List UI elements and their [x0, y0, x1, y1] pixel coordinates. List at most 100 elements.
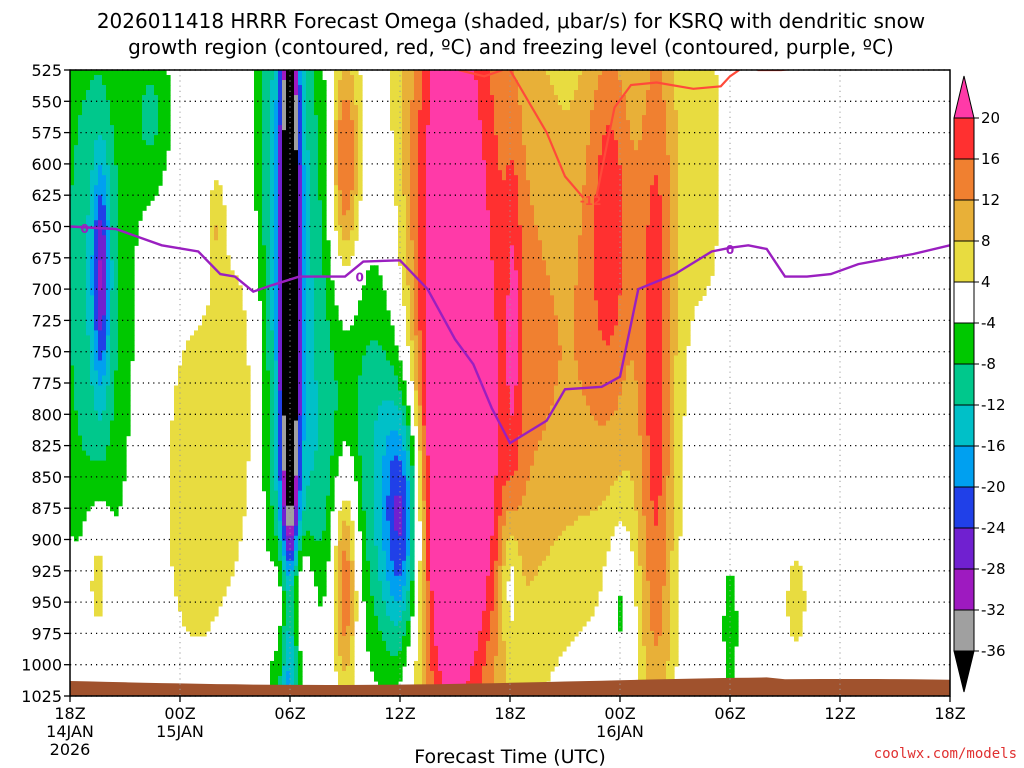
omega-cell: [242, 400, 247, 407]
omega-cell: [214, 340, 219, 347]
omega-cell: [322, 215, 327, 221]
omega-cell: [134, 115, 139, 121]
omega-cell: [266, 110, 271, 116]
omega-cell: [294, 435, 299, 442]
omega-cell: [174, 450, 179, 457]
omega-cell: [174, 480, 179, 487]
omega-cell: [226, 370, 231, 377]
omega-cell: [278, 170, 283, 176]
omega-cell: [342, 545, 347, 552]
omega-cell: [306, 315, 311, 321]
omega-cell: [218, 375, 223, 382]
omega-cell: [186, 460, 191, 467]
omega-cell: [222, 300, 227, 306]
omega-cell: [310, 380, 315, 387]
omega-cell: [338, 160, 343, 166]
omega-cell: [86, 230, 91, 236]
omega-cell: [150, 175, 155, 181]
omega-cell: [262, 235, 267, 241]
omega-cell: [338, 345, 343, 352]
omega-cell: [214, 500, 219, 507]
omega-cell: [302, 230, 307, 236]
omega-cell: [242, 510, 247, 517]
omega-cell: [106, 220, 111, 226]
omega-cell: [322, 255, 327, 261]
omega-cell: [230, 475, 235, 482]
omega-cell: [258, 155, 263, 161]
omega-cell: [282, 290, 287, 296]
omega-cell: [306, 145, 311, 151]
omega-cell: [190, 440, 195, 447]
omega-cell: [130, 115, 135, 121]
omega-cell: [294, 680, 299, 687]
omega-cell: [122, 465, 127, 472]
omega-cell: [322, 370, 327, 377]
omega-cell: [274, 145, 279, 151]
omega-cell: [286, 315, 291, 321]
omega-cell: [218, 600, 223, 607]
omega-cell: [334, 175, 339, 181]
omega-cell: [142, 100, 147, 106]
omega-cell: [78, 355, 83, 362]
omega-cell: [294, 420, 299, 427]
omega-cell: [210, 270, 215, 276]
omega-cell: [114, 360, 119, 367]
omega-cell: [146, 100, 151, 106]
omega-cell: [110, 440, 115, 447]
omega-cell: [194, 530, 199, 537]
omega-cell: [130, 355, 135, 362]
omega-cell: [114, 215, 119, 221]
omega-cell: [298, 170, 303, 176]
omega-cell: [230, 445, 235, 452]
omega-cell: [82, 190, 87, 196]
omega-cell: [98, 90, 103, 96]
omega-cell: [166, 130, 171, 136]
omega-cell: [282, 275, 287, 281]
omega-cell: [294, 440, 299, 447]
omega-cell: [78, 305, 83, 311]
omega-cell: [342, 505, 347, 512]
omega-cell: [330, 310, 335, 316]
omega-cell: [118, 240, 123, 246]
omega-cell: [210, 195, 215, 201]
omega-cell: [126, 405, 131, 412]
omega-cell: [90, 425, 95, 432]
omega-cell: [214, 330, 219, 337]
omega-cell: [270, 150, 275, 156]
omega-cell: [166, 145, 171, 151]
omega-cell: [210, 600, 215, 607]
omega-cell: [134, 180, 139, 186]
omega-cell: [106, 470, 111, 477]
omega-cell: [314, 75, 319, 81]
omega-cell: [254, 150, 259, 156]
omega-cell: [182, 585, 187, 592]
omega-cell: [134, 200, 139, 206]
omega-cell: [278, 660, 283, 667]
omega-cell: [230, 305, 235, 311]
omega-cell: [102, 260, 107, 266]
omega-cell: [82, 95, 87, 101]
omega-cell: [226, 560, 231, 567]
omega-cell: [142, 80, 147, 86]
omega-cell: [198, 515, 203, 522]
omega-cell: [294, 315, 299, 321]
omega-cell: [182, 455, 187, 462]
omega-cell: [314, 365, 319, 372]
omega-cell: [310, 350, 315, 357]
omega-cell: [162, 100, 167, 106]
omega-cell: [318, 470, 323, 477]
omega-cell: [270, 175, 275, 181]
omega-cell: [294, 510, 299, 517]
omega-cell: [314, 400, 319, 407]
omega-cell: [314, 140, 319, 146]
omega-cell: [202, 630, 207, 637]
omega-cell: [210, 565, 215, 572]
omega-cell: [222, 510, 227, 517]
omega-cell: [158, 120, 163, 126]
omega-cell: [310, 210, 315, 216]
omega-cell: [342, 550, 347, 557]
omega-cell: [334, 395, 339, 402]
omega-cell: [314, 550, 319, 557]
omega-cell: [290, 360, 295, 367]
omega-cell: [138, 95, 143, 101]
